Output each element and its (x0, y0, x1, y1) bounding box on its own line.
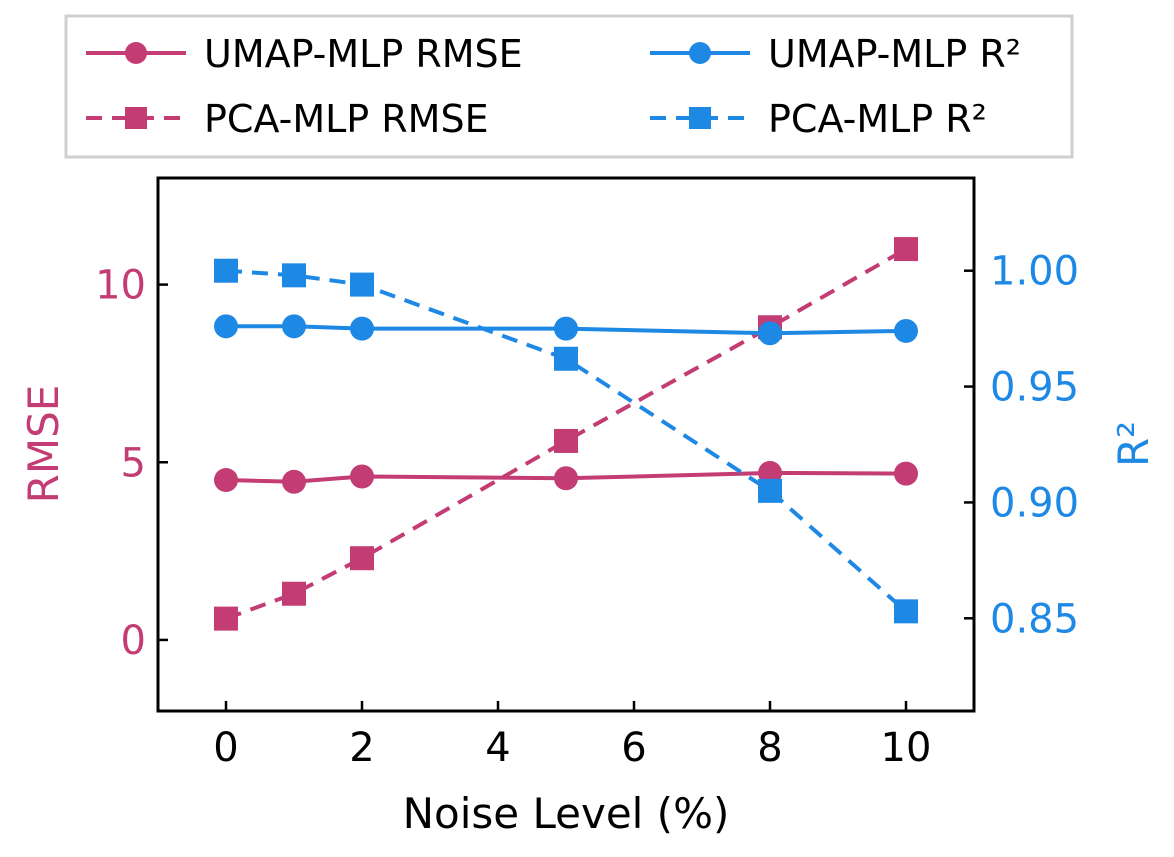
data-point (282, 263, 306, 288)
legend-marker (125, 42, 147, 64)
data-point (350, 464, 374, 489)
plot-area (156, 176, 976, 713)
legend-label: PCA-MLP R² (768, 97, 987, 141)
x-tick-label: 10 (881, 725, 932, 771)
legend-label: UMAP-MLP R² (768, 32, 1021, 76)
data-point (214, 468, 238, 493)
data-point (894, 599, 918, 624)
legend-entry: PCA-MLP RMSE (86, 97, 489, 141)
y-axis-right-label: R² (1109, 421, 1158, 467)
legend-marker (689, 42, 711, 64)
x-axis-label: Noise Level (%) (403, 789, 730, 838)
x-tick-label: 8 (757, 725, 782, 771)
legend-marker (125, 107, 147, 129)
y-right-tick-label: 1.00 (990, 249, 1079, 295)
legend-entry: UMAP-MLP R² (650, 32, 1021, 76)
data-point (282, 469, 306, 494)
legend-frame (64, 14, 1074, 159)
y-axis-left-label: RMSE (19, 385, 68, 504)
data-point (350, 272, 374, 297)
y-left-tick-label: 5 (121, 440, 146, 486)
data-point (282, 581, 306, 606)
series-pca-mlp-rmse (214, 237, 918, 631)
x-tick-label: 0 (213, 725, 238, 771)
legend-label: UMAP-MLP RMSE (204, 32, 523, 76)
data-point (214, 606, 238, 631)
series-umap-mlp-r (214, 314, 918, 346)
y-left-tick-label: 0 (121, 618, 146, 664)
x-tick-label: 4 (485, 725, 510, 771)
data-point (554, 466, 578, 491)
x-tick-label: 6 (621, 725, 646, 771)
data-point (554, 346, 578, 371)
data-point (214, 314, 238, 339)
y-left-tick-label: 10 (95, 263, 146, 309)
legend-entry: UMAP-MLP RMSE (86, 32, 523, 76)
data-point (894, 318, 918, 343)
legend-entry: PCA-MLP R² (650, 97, 987, 141)
x-tick-label: 2 (349, 725, 374, 771)
y-axis-right: 0.85 0.90 0.95 1.00 (964, 249, 1079, 642)
data-point (350, 546, 374, 571)
legend-marker (689, 107, 711, 129)
legend: UMAP-MLP RMSE PCA-MLP RMSE UMAP-MLP R² PCA-… (64, 14, 1074, 159)
y-axis-left: 0 5 10 (95, 263, 168, 664)
data-point (214, 258, 238, 283)
series-layer (214, 237, 918, 631)
series-umap-mlp-rmse (214, 460, 918, 494)
legend-label: PCA-MLP RMSE (204, 97, 489, 141)
series-pca-mlp-r (214, 258, 918, 624)
data-point (758, 321, 782, 346)
data-point (894, 461, 918, 486)
y-right-tick-label: 0.90 (990, 480, 1079, 526)
data-point (894, 237, 918, 262)
data-point (282, 314, 306, 339)
data-point (758, 478, 782, 503)
data-point (350, 316, 374, 341)
y-right-tick-label: 0.95 (990, 365, 1079, 411)
y-right-tick-label: 0.85 (990, 596, 1079, 642)
x-axis: 0 2 4 6 8 10 (213, 701, 931, 771)
data-point (554, 316, 578, 341)
data-point (554, 428, 578, 453)
